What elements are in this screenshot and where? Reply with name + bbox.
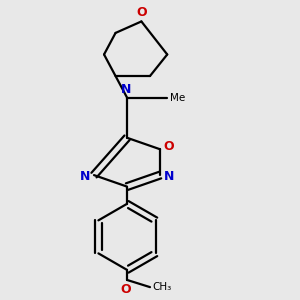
Text: O: O (164, 140, 174, 154)
Text: N: N (80, 170, 91, 183)
Text: N: N (120, 83, 131, 96)
Text: N: N (164, 170, 174, 183)
Text: O: O (120, 283, 131, 296)
Text: CH₃: CH₃ (153, 282, 172, 292)
Text: Me: Me (169, 93, 185, 103)
Text: O: O (136, 6, 147, 19)
